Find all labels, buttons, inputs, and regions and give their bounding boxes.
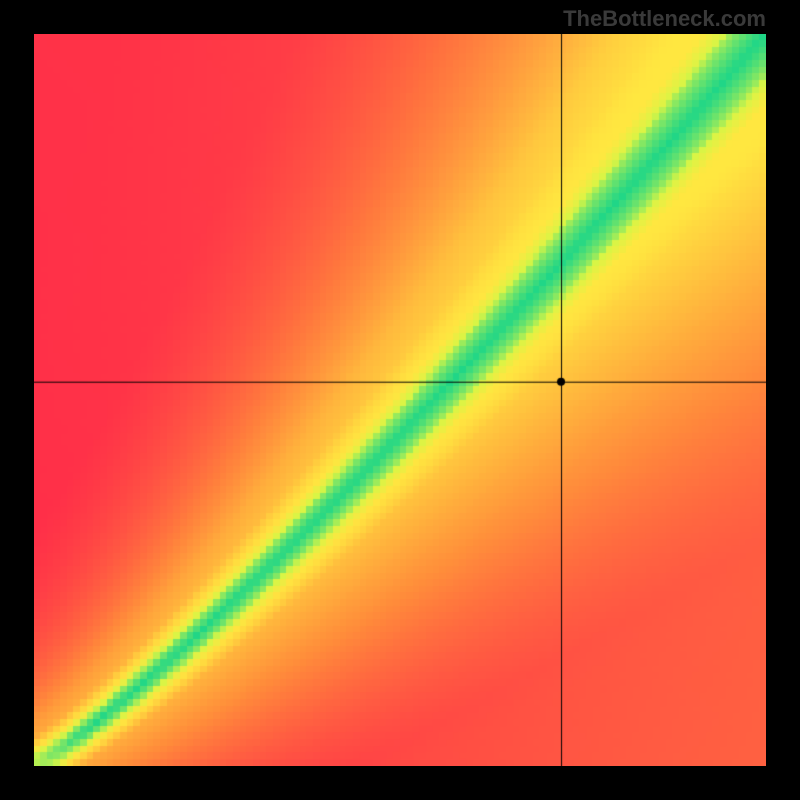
chart-container: TheBottleneck.com [0,0,800,800]
bottleneck-heatmap [34,34,766,766]
watermark-text: TheBottleneck.com [563,6,766,32]
